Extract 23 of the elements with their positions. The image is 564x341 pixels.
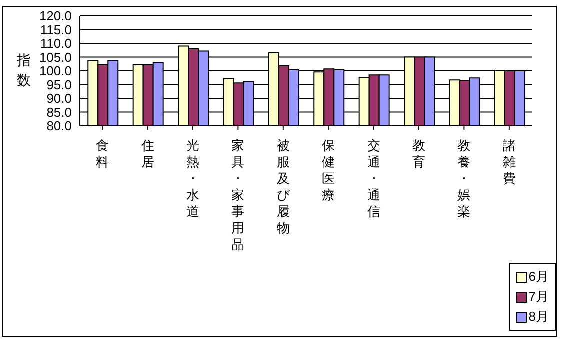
x-tick-label: 交通・通信 [367, 138, 380, 219]
y-axis-title: 指数 [16, 52, 31, 88]
y-tick-label: 110.0 [40, 36, 72, 52]
y-tick-label: 100.0 [39, 64, 72, 79]
legend-label: 8月 [528, 308, 549, 326]
x-tick-label: 食料 [96, 138, 110, 170]
y-tick-label: 95.0 [46, 77, 72, 92]
y-tick-label: 90.0 [46, 91, 72, 106]
x-tick-label: 住居 [140, 138, 154, 170]
x-tick-label: 家具・家事用品 [232, 138, 245, 252]
y-tick-label: 85.0 [46, 104, 72, 120]
y-tick-label: 80.0 [46, 118, 72, 134]
y-tick-label: 120.0 [39, 8, 72, 24]
x-tick-label: 光熱・水道 [186, 138, 200, 219]
y-tick-label: 115.0 [40, 22, 72, 38]
x-tick-label: 教育 [412, 138, 426, 170]
x-tick-label: 教養・娯楽 [458, 138, 471, 219]
legend-label: 6月 [528, 268, 549, 286]
legend-label: 7月 [528, 288, 549, 306]
x-tick-label: 諸雑費 [502, 138, 516, 186]
y-tick-label: 105.0 [39, 50, 72, 65]
x-tick-label: 保健医療 [322, 138, 336, 202]
x-tick-label: 被服及び履物 [276, 138, 291, 236]
